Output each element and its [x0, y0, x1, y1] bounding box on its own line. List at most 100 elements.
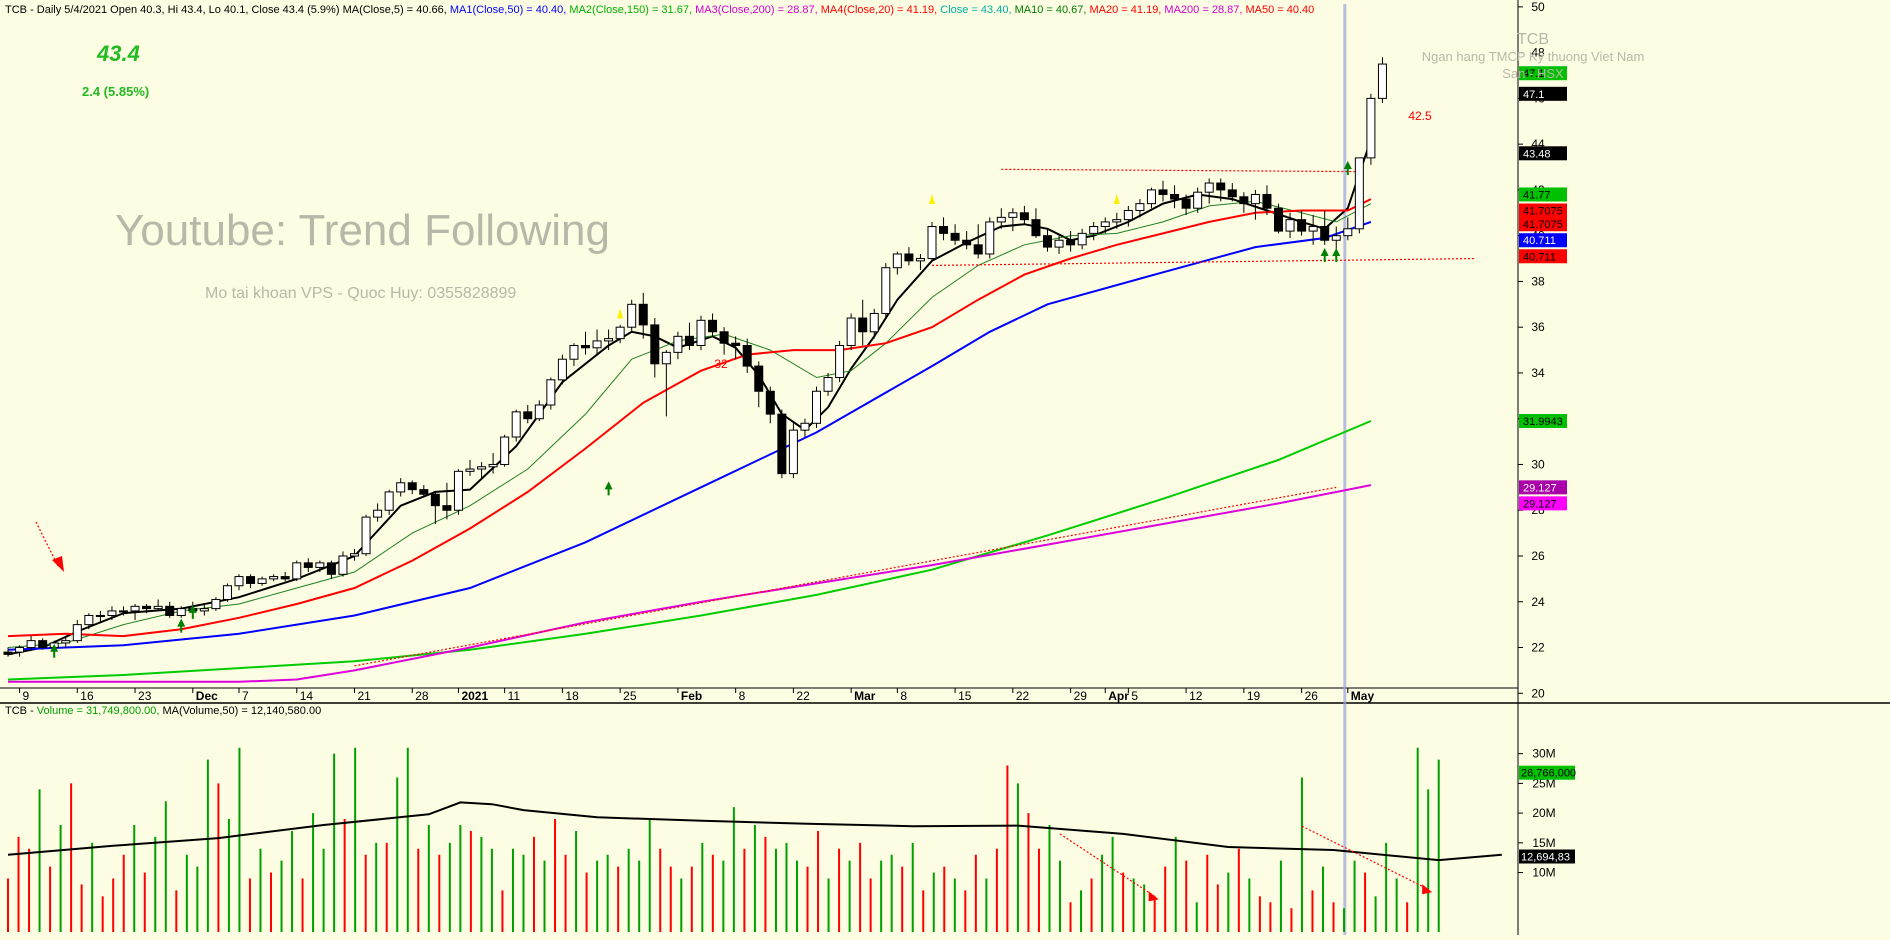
candle [569, 344, 579, 360]
candle [800, 422, 810, 431]
candle [1377, 63, 1387, 99]
time-tick-label: 25 [623, 689, 637, 703]
candle [869, 312, 879, 333]
candle [326, 562, 336, 575]
candle [292, 562, 302, 580]
time-tick-label: 16 [80, 689, 94, 703]
candle [130, 605, 140, 612]
ma-line [7, 198, 1372, 638]
candle [1204, 182, 1214, 193]
time-tick-label: 12 [1189, 689, 1203, 703]
candle [1158, 189, 1168, 195]
candle [985, 221, 995, 255]
volume-header: TCB - Volume = 31,749,800.00, MA(Volume,… [5, 705, 321, 717]
volume-tick-label: 15M [1532, 836, 1555, 850]
price-tag-label: 29.127 [1523, 482, 1557, 494]
candle [430, 493, 440, 507]
signal-marker-icon [617, 308, 624, 319]
candle [315, 562, 325, 568]
candle [1285, 219, 1295, 232]
volume-header-label: Volume = 31,749,800.00, [37, 705, 160, 717]
candle [661, 351, 671, 365]
time-tick-label: 21 [358, 689, 372, 703]
annotation-arrow-head [52, 556, 64, 572]
candle [234, 576, 244, 587]
candle [846, 317, 856, 346]
time-tick-label: 11 [508, 689, 521, 703]
candle [684, 335, 694, 346]
candle [1193, 191, 1203, 209]
candle [1274, 207, 1283, 232]
ma-line [7, 420, 1372, 681]
candle [280, 576, 290, 580]
candle [858, 317, 868, 333]
volume-tag [1519, 849, 1575, 864]
up-arrow-icon [1332, 247, 1341, 262]
candle [904, 253, 914, 262]
up-arrow-icon [604, 481, 613, 496]
price-tag [1519, 249, 1567, 264]
time-tick-label: 15 [958, 689, 972, 703]
time-tick-label: 2021 [461, 689, 488, 703]
candle [962, 239, 972, 246]
candle [1181, 198, 1191, 209]
volume-trendline [1059, 833, 1156, 897]
candle [673, 335, 683, 353]
ma-legend-item: MA1(Close,50) = 40.40, [447, 4, 567, 16]
candle [788, 429, 798, 475]
price-tick-label: 50 [1531, 0, 1545, 14]
time-tick-label: 22 [796, 689, 810, 703]
ma-legend-item: MA20 = 41.19, [1086, 4, 1161, 16]
price-tag [1519, 217, 1567, 232]
candle [361, 516, 371, 555]
candle [892, 253, 902, 269]
candle [1054, 239, 1064, 248]
candle [696, 319, 706, 346]
price-tag-label: 41.7075 [1523, 219, 1563, 231]
candle [1343, 228, 1353, 237]
ma-legend-item: MA4(Close,20) = 41.19, [818, 4, 938, 16]
last-change: 2.4 (5.85%) [82, 84, 149, 99]
price-tag-label: 43.48 [1523, 148, 1551, 160]
volume-header-symbol: TCB [5, 705, 27, 717]
candle [453, 470, 463, 511]
price-tag [1519, 480, 1567, 495]
ma-legend-item: MA3(Close,200) = 28.87, [692, 4, 818, 16]
candle [915, 258, 925, 262]
price-tag-label: 47.1 [1523, 89, 1544, 101]
header-symbol: TCB [5, 4, 27, 16]
time-tick-label: 28 [415, 689, 429, 703]
watermark-company: Ngan hang TMCP Ky thuong Viet Nam [1422, 49, 1645, 64]
ma-legend-item: MA200 = 28.87, [1161, 4, 1242, 16]
candle [1043, 235, 1052, 248]
price-tag-label: 41.77 [1523, 189, 1551, 201]
candle [373, 509, 383, 518]
candle [777, 413, 787, 475]
candle [1297, 219, 1307, 232]
volume-tick-label: 10M [1532, 866, 1555, 880]
price-header: TCB - Daily 5/4/2021 Open 40.3, Hi 43.4,… [5, 4, 1314, 16]
candle [15, 647, 25, 653]
candle [1262, 193, 1272, 209]
candle [627, 303, 637, 328]
price-tag-label: 31.9943 [1523, 416, 1563, 428]
candle [765, 390, 775, 415]
time-tick-label: 22 [1016, 689, 1030, 703]
candle [1077, 232, 1087, 246]
annotation-arrow-line [35, 521, 59, 567]
candle [708, 319, 718, 333]
candle [881, 267, 891, 314]
price-tag-label: 41.7075 [1523, 205, 1563, 217]
candle [1250, 193, 1260, 205]
volume-tag [1519, 765, 1575, 780]
volume-tick-label: 30M [1532, 747, 1555, 761]
candle [257, 578, 267, 584]
candle [650, 324, 660, 365]
time-tick-label: 29 [1074, 689, 1088, 703]
volume-panel[interactable]: 10M 15M 20M 25M 30M 26,766,000 12,694,83 [7, 747, 1576, 932]
time-tick-label: 23 [138, 689, 152, 703]
time-tick-label: Apr [1108, 689, 1129, 703]
time-tick-label: 14 [300, 689, 314, 703]
